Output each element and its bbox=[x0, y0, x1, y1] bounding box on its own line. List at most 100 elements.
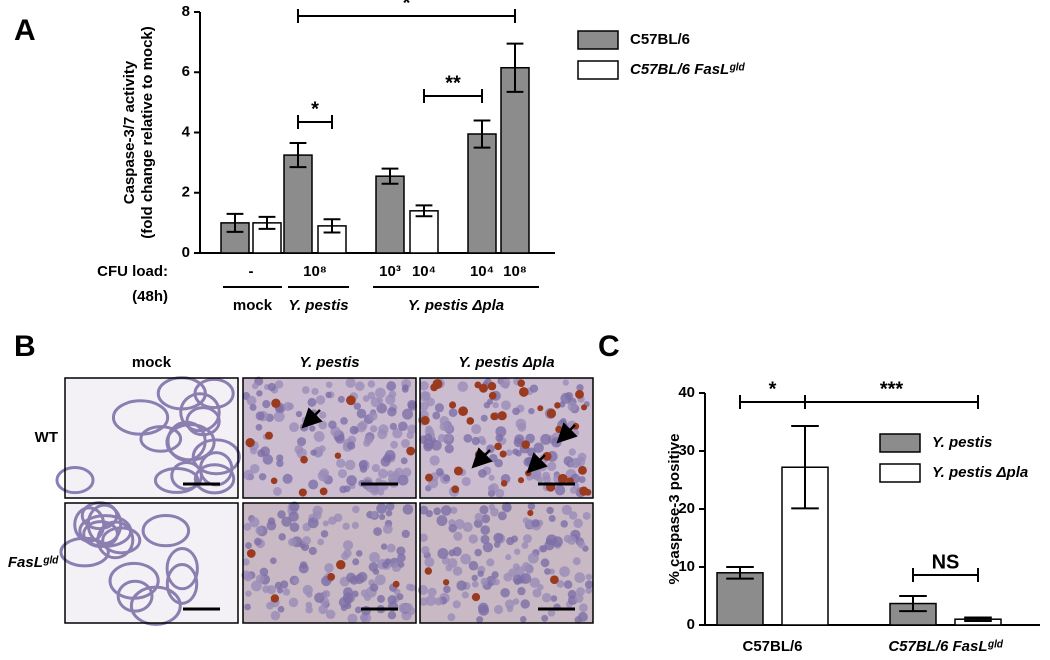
significance-bracket bbox=[297, 115, 333, 129]
cell bbox=[288, 597, 299, 608]
cell bbox=[541, 592, 552, 603]
micrograph-border bbox=[242, 502, 417, 624]
cell bbox=[425, 509, 433, 518]
cell bbox=[339, 485, 347, 494]
stained-cell bbox=[432, 379, 443, 390]
cell bbox=[443, 585, 451, 594]
cell bbox=[298, 563, 309, 574]
cell bbox=[419, 533, 428, 542]
cell bbox=[277, 605, 285, 613]
cell bbox=[462, 522, 473, 533]
panel-label: B bbox=[14, 330, 36, 363]
stained-cell bbox=[424, 473, 433, 482]
cell bbox=[547, 609, 556, 617]
cell bbox=[367, 380, 376, 388]
cell bbox=[490, 507, 499, 517]
cell bbox=[440, 505, 452, 516]
cell bbox=[495, 426, 507, 438]
significance-bracket bbox=[804, 395, 979, 409]
cell bbox=[352, 558, 360, 566]
cell bbox=[519, 616, 527, 623]
bar bbox=[409, 210, 439, 254]
stained-cell bbox=[474, 381, 482, 389]
legend-label: C57BL/6 bbox=[630, 31, 690, 48]
cell bbox=[487, 484, 495, 492]
cell bbox=[297, 437, 307, 447]
cell bbox=[310, 449, 317, 456]
cell bbox=[576, 587, 585, 597]
cell bbox=[307, 517, 319, 529]
cell bbox=[375, 387, 386, 399]
significance-bracket bbox=[423, 89, 483, 103]
cell bbox=[368, 411, 378, 421]
cell bbox=[523, 457, 533, 467]
cell bbox=[517, 587, 526, 596]
x-tick-label: 10³ bbox=[379, 263, 401, 280]
cell bbox=[301, 386, 310, 394]
cell bbox=[424, 557, 435, 568]
cell bbox=[355, 381, 365, 391]
cell bbox=[473, 519, 483, 528]
cell bbox=[343, 549, 352, 558]
cell bbox=[439, 416, 450, 426]
significance-label: NS bbox=[932, 551, 960, 573]
cell bbox=[471, 424, 482, 435]
cell bbox=[574, 594, 584, 603]
cell bbox=[387, 407, 397, 417]
cell bbox=[515, 418, 527, 430]
cell bbox=[471, 574, 478, 582]
cell bbox=[448, 408, 458, 418]
y-axis-label: (fold change relative to mock) bbox=[139, 26, 156, 239]
cell bbox=[276, 454, 284, 462]
cell bbox=[479, 505, 489, 515]
cell bbox=[453, 531, 463, 541]
cell bbox=[282, 588, 291, 596]
cell bbox=[568, 511, 578, 520]
cell bbox=[575, 456, 586, 467]
cell bbox=[315, 395, 326, 405]
x-axis-label: CFU load: bbox=[97, 263, 168, 280]
cell bbox=[324, 563, 334, 573]
error-bar bbox=[415, 204, 433, 218]
row-label: WT bbox=[35, 429, 58, 446]
cell bbox=[317, 470, 329, 482]
cell bbox=[434, 597, 443, 606]
cell bbox=[354, 606, 362, 614]
alveolus bbox=[73, 506, 106, 543]
cell bbox=[385, 509, 393, 517]
cell bbox=[396, 593, 404, 601]
alveolus bbox=[82, 520, 119, 548]
cell bbox=[274, 581, 283, 590]
cell bbox=[560, 392, 572, 404]
stained-cell bbox=[554, 402, 561, 409]
cell bbox=[352, 505, 360, 514]
cell bbox=[546, 506, 554, 515]
cell bbox=[437, 434, 447, 443]
cell bbox=[526, 447, 536, 457]
stained-cell bbox=[466, 417, 475, 425]
cell bbox=[474, 548, 482, 557]
cell bbox=[320, 530, 329, 538]
stained-cell bbox=[420, 415, 430, 425]
y-axis-label: Caspase-3/7 activity bbox=[121, 60, 138, 204]
cell bbox=[259, 567, 269, 577]
cell bbox=[442, 474, 451, 482]
cell bbox=[277, 510, 286, 519]
cell bbox=[543, 475, 551, 484]
cell bbox=[370, 425, 378, 433]
cell bbox=[351, 521, 359, 530]
cell bbox=[402, 504, 414, 515]
error-bar bbox=[899, 595, 927, 613]
cell bbox=[380, 456, 391, 467]
cell bbox=[536, 476, 544, 483]
cell bbox=[478, 469, 487, 478]
cell bbox=[492, 578, 500, 586]
stained-cell bbox=[471, 592, 481, 602]
x-axis-label: (48h) bbox=[132, 288, 168, 305]
significance-label: ** bbox=[445, 72, 461, 94]
cell bbox=[528, 407, 535, 415]
cell bbox=[448, 549, 456, 557]
cell bbox=[512, 563, 520, 571]
stained-cell bbox=[557, 473, 568, 484]
cell bbox=[502, 381, 510, 389]
